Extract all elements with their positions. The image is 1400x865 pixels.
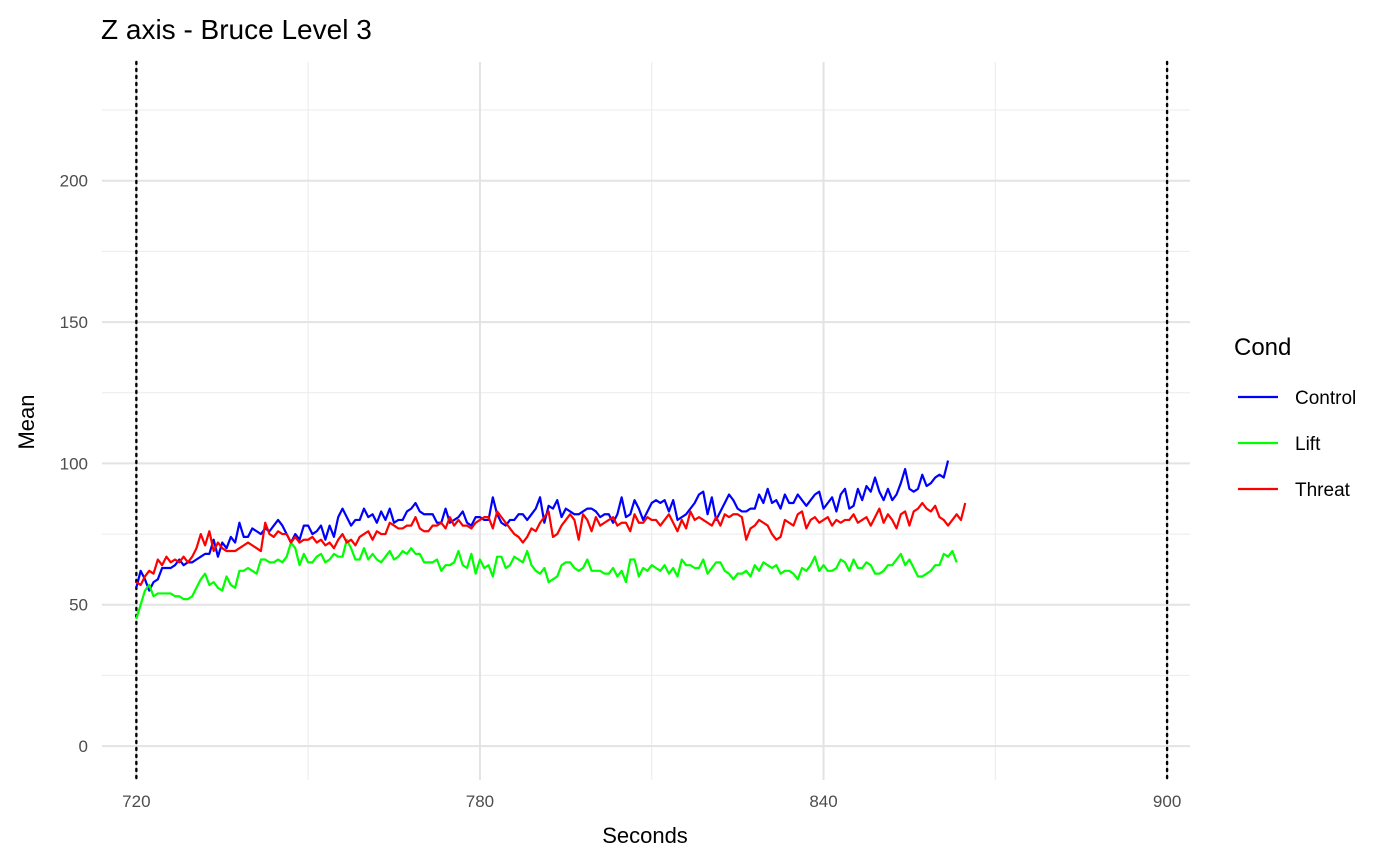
legend-label-lift: Lift xyxy=(1295,434,1321,455)
y-axis-title: Mean xyxy=(14,394,39,449)
legend-title: Cond xyxy=(1234,334,1291,361)
y-tick-label: 100 xyxy=(60,454,88,473)
legend-label-control: Control xyxy=(1295,388,1356,409)
x-tick-label: 900 xyxy=(1153,792,1181,811)
grid xyxy=(102,62,1190,780)
axes: 0 50 100 150 200 720 780 840 900 xyxy=(60,172,1182,811)
chart-title: Z axis - Bruce Level 3 xyxy=(101,14,372,45)
y-tick-label: 0 xyxy=(79,737,88,756)
series-line-control xyxy=(135,460,950,592)
series-lines xyxy=(135,460,967,620)
y-tick-label: 200 xyxy=(60,172,88,191)
x-tick-label: 720 xyxy=(122,792,150,811)
x-tick-label: 780 xyxy=(466,792,494,811)
x-tick-label: 840 xyxy=(809,792,837,811)
x-axis-title: Seconds xyxy=(602,823,688,848)
series-line-lift xyxy=(135,538,958,620)
y-tick-label: 50 xyxy=(69,596,88,615)
legend-label-threat: Threat xyxy=(1295,480,1351,501)
reference-lines xyxy=(135,60,1169,782)
series-line-threat xyxy=(135,501,967,587)
legend: Cond Control Lift Threat xyxy=(1234,334,1356,501)
y-tick-label: 150 xyxy=(60,313,88,332)
